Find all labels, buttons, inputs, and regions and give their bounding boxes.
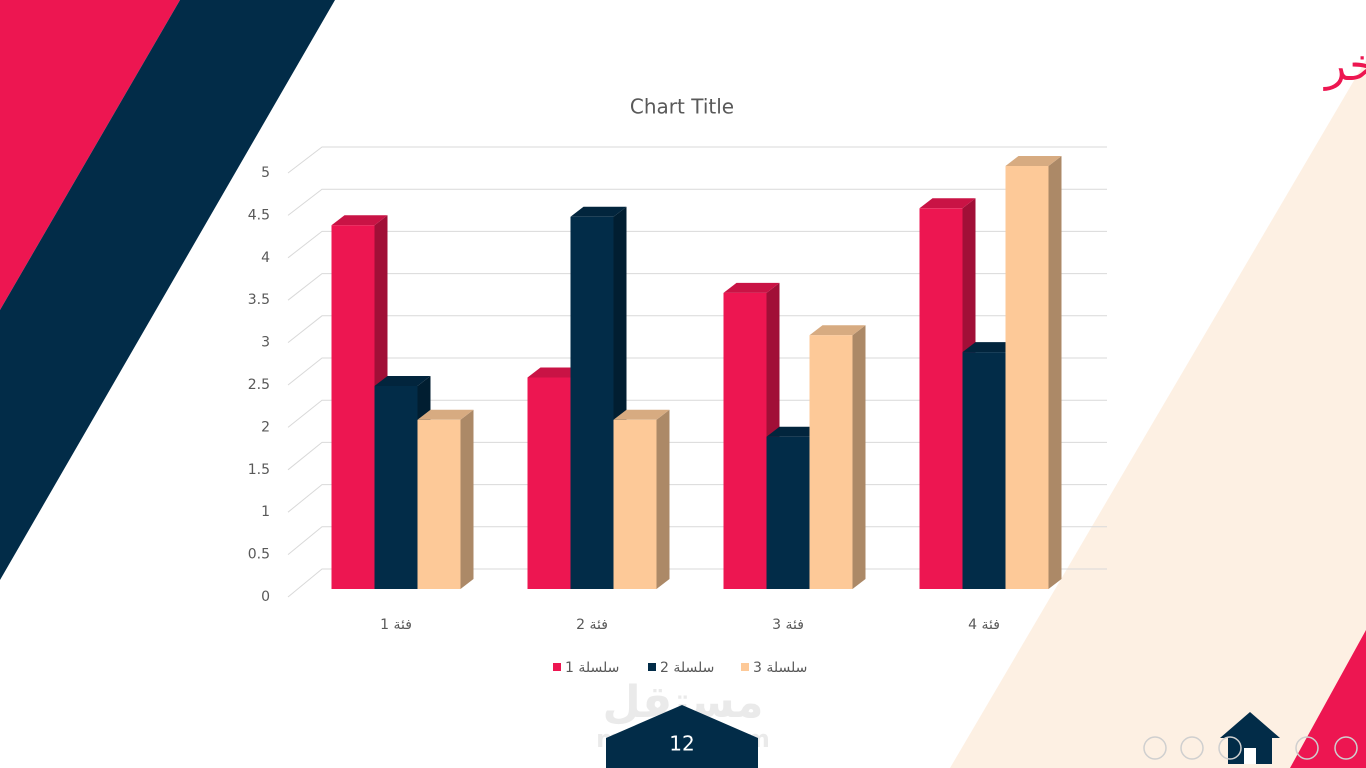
- bar-front: [723, 292, 767, 589]
- nav-next[interactable]: [1334, 736, 1358, 760]
- decor-triangle: [1290, 630, 1366, 768]
- y-tick-label: 0.5: [248, 547, 270, 563]
- legend-swatch: [553, 663, 561, 671]
- grid-line: [287, 188, 1107, 216]
- decor-stripe: [0, 0, 335, 580]
- bar-top: [613, 409, 670, 420]
- legend-label: سلسلة 2: [660, 660, 714, 676]
- legend-swatch: [648, 663, 656, 671]
- bar-front: [1005, 166, 1049, 589]
- legend-label: سلسلة 1: [565, 660, 619, 676]
- bar-front: [570, 216, 614, 589]
- y-tick-label: 3.5: [248, 292, 270, 308]
- y-tick-label: 4.5: [248, 207, 270, 223]
- bar-top: [919, 198, 976, 209]
- home-roof: [1220, 712, 1280, 738]
- bar-top: [570, 206, 627, 217]
- bar: [417, 409, 474, 589]
- grid-line: [287, 146, 1107, 174]
- legend-swatch: [741, 663, 749, 671]
- page-number: 12: [669, 732, 694, 756]
- bar-top: [374, 375, 431, 386]
- decor-triangle: [950, 60, 1366, 768]
- bar-front: [417, 419, 461, 589]
- home-button[interactable]: [1220, 712, 1280, 764]
- legend-label: سلسلة 3: [753, 660, 807, 676]
- grid-line: [287, 315, 1107, 343]
- y-tick-label: 5: [261, 165, 270, 181]
- bar-front: [809, 335, 853, 589]
- x-tick-label: فئة 1: [380, 617, 412, 633]
- bar: [809, 325, 866, 589]
- slide-title: عنوان عريض آخر: [1323, 38, 1366, 91]
- nav-prev[interactable]: [1295, 736, 1319, 760]
- bar-front: [527, 377, 571, 589]
- y-tick-label: 2.5: [248, 377, 270, 393]
- nav-more[interactable]: [1143, 736, 1167, 760]
- x-tick-label: فئة 4: [968, 617, 1000, 633]
- x-tick-label: فئة 2: [576, 617, 608, 633]
- grid-line: [287, 230, 1107, 259]
- bar-front: [374, 385, 418, 589]
- bar-top: [527, 367, 584, 378]
- grid-line: [287, 273, 1107, 301]
- y-tick-label: 3: [261, 335, 270, 351]
- bar-top: [962, 342, 1019, 353]
- nav-slides[interactable]: [1218, 736, 1242, 760]
- y-tick-label: 0: [261, 589, 270, 605]
- bar-front: [962, 352, 1006, 589]
- nav-controls: [1143, 736, 1358, 760]
- y-tick-label: 1.5: [248, 462, 270, 478]
- bar-front: [766, 436, 810, 589]
- bar: [1005, 156, 1062, 589]
- y-tick-label: 4: [261, 250, 270, 266]
- bar-front: [613, 419, 657, 589]
- bar-top: [331, 215, 388, 226]
- bar-side: [1048, 156, 1062, 589]
- bar-top: [1005, 156, 1062, 166]
- bar-side: [656, 409, 670, 589]
- bar-top: [766, 426, 823, 437]
- bar-top: [723, 282, 780, 293]
- page-badge: [606, 705, 758, 768]
- home-door: [1244, 748, 1256, 764]
- bar: [613, 409, 670, 589]
- bar-front: [331, 225, 375, 589]
- y-tick-label: 2: [261, 419, 270, 435]
- x-tick-label: فئة 3: [772, 617, 804, 633]
- chart-title: Chart Title: [630, 95, 734, 119]
- bar-top: [809, 325, 866, 336]
- bar-side: [852, 325, 866, 589]
- bar-front: [919, 208, 963, 590]
- chart: 0 0.5 1 1.5 2 2.5 3 3.5 4 4.5 5 فئة 1 فئة 2 فئة 3 فئة …: [248, 146, 1107, 676]
- bar-top: [417, 409, 474, 420]
- nav-zoom[interactable]: [1180, 736, 1204, 760]
- y-tick-label: 1: [261, 504, 270, 520]
- bar-side: [460, 409, 474, 589]
